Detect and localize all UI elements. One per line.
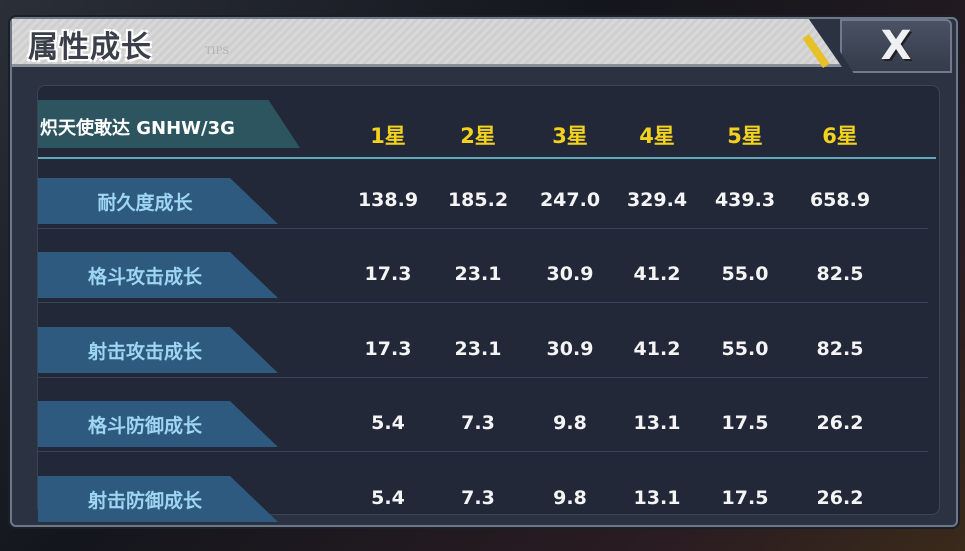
star-level-header: 6星 [822, 124, 858, 148]
growth-value: 26.2 [816, 412, 864, 434]
growth-value: 5.4 [371, 487, 405, 509]
growth-value: 30.9 [546, 338, 594, 360]
row-label: 格斗防御成长 [87, 415, 202, 437]
header-divider [38, 157, 936, 159]
row-divider [38, 451, 928, 452]
star-level-header: 3星 [552, 124, 588, 148]
star-level-header: 1星 [370, 124, 406, 148]
growth-value: 7.3 [461, 412, 495, 434]
growth-value: 185.2 [447, 189, 509, 211]
row-label: 格斗攻击成长 [87, 266, 202, 288]
close-button[interactable]: X [840, 19, 952, 73]
row-label: 射击防御成长 [87, 490, 202, 512]
tips-watermark: TIPS [205, 46, 230, 57]
row-label: 射击攻击成长 [87, 341, 202, 363]
growth-value: 7.3 [461, 487, 495, 509]
star-level-header: 4星 [639, 124, 675, 148]
row-divider [38, 228, 928, 229]
row-divider [38, 377, 928, 378]
growth-value: 26.2 [816, 487, 864, 509]
growth-value: 17.3 [364, 338, 412, 360]
growth-value: 5.4 [371, 412, 405, 434]
growth-value: 17.5 [721, 487, 769, 509]
dialog-title: 属性成长 [28, 30, 152, 65]
growth-value: 41.2 [633, 263, 681, 285]
growth-value: 9.8 [553, 412, 587, 434]
star-level-header: 2星 [460, 124, 496, 148]
growth-value: 13.1 [633, 412, 681, 434]
growth-value: 41.2 [633, 338, 681, 360]
growth-value: 17.3 [364, 263, 412, 285]
growth-value: 329.4 [626, 189, 688, 211]
growth-value: 30.9 [546, 263, 594, 285]
growth-value: 82.5 [816, 263, 864, 285]
row-label: 耐久度成长 [97, 192, 193, 214]
model-tag [38, 100, 300, 148]
growth-value: 13.1 [633, 487, 681, 509]
row-label-tag [38, 178, 278, 224]
close-icon: X [880, 23, 912, 69]
growth-value: 55.0 [721, 338, 769, 360]
growth-value: 17.5 [721, 412, 769, 434]
growth-value: 658.9 [809, 189, 871, 211]
growth-value: 9.8 [553, 487, 587, 509]
growth-value: 138.9 [357, 189, 419, 211]
title-bar [12, 19, 842, 67]
growth-value: 439.3 [714, 189, 776, 211]
growth-value: 82.5 [816, 338, 864, 360]
model-name: 炽天使敢达 GNHW/3G [40, 118, 235, 139]
row-divider [38, 302, 928, 303]
star-level-header: 5星 [727, 124, 763, 148]
growth-value: 55.0 [721, 263, 769, 285]
growth-value: 23.1 [454, 338, 502, 360]
growth-value: 23.1 [454, 263, 502, 285]
growth-value: 247.0 [539, 189, 601, 211]
